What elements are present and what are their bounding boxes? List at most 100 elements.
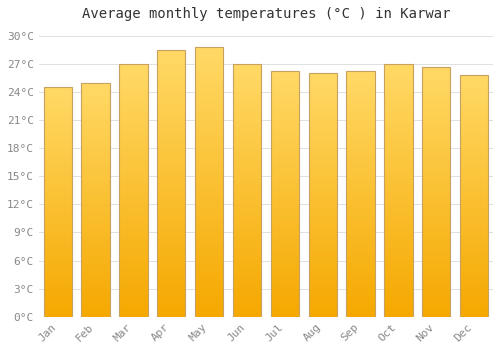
- Bar: [195, 193, 224, 194]
- Bar: [346, 284, 375, 285]
- Bar: [157, 297, 186, 298]
- Bar: [119, 256, 148, 257]
- Bar: [308, 141, 337, 142]
- Bar: [44, 297, 72, 299]
- Bar: [384, 112, 412, 113]
- Bar: [346, 157, 375, 159]
- Bar: [157, 51, 186, 52]
- Bar: [384, 85, 412, 86]
- Bar: [422, 283, 450, 284]
- Bar: [422, 267, 450, 268]
- Bar: [119, 90, 148, 92]
- Bar: [270, 271, 299, 273]
- Bar: [82, 146, 110, 147]
- Bar: [270, 263, 299, 264]
- Bar: [308, 105, 337, 106]
- Bar: [157, 106, 186, 107]
- Bar: [460, 282, 488, 283]
- Bar: [157, 225, 186, 226]
- Bar: [270, 229, 299, 230]
- Bar: [82, 176, 110, 177]
- Bar: [384, 298, 412, 299]
- Bar: [119, 231, 148, 232]
- Bar: [44, 239, 72, 240]
- Bar: [346, 271, 375, 273]
- Bar: [422, 136, 450, 138]
- Bar: [233, 199, 261, 201]
- Bar: [233, 100, 261, 102]
- Bar: [195, 163, 224, 164]
- Bar: [308, 295, 337, 296]
- Bar: [233, 203, 261, 204]
- Bar: [44, 212, 72, 214]
- Bar: [308, 136, 337, 138]
- Bar: [157, 243, 186, 245]
- Bar: [270, 231, 299, 232]
- Bar: [82, 205, 110, 207]
- Bar: [157, 167, 186, 169]
- Bar: [270, 216, 299, 217]
- Bar: [82, 226, 110, 228]
- Bar: [119, 166, 148, 168]
- Bar: [157, 191, 186, 193]
- Bar: [460, 143, 488, 144]
- Bar: [460, 214, 488, 215]
- Bar: [195, 98, 224, 99]
- Bar: [82, 296, 110, 297]
- Bar: [422, 66, 450, 317]
- Bar: [346, 90, 375, 91]
- Bar: [308, 238, 337, 239]
- Bar: [233, 154, 261, 155]
- Bar: [270, 164, 299, 166]
- Bar: [460, 314, 488, 316]
- Bar: [233, 121, 261, 122]
- Bar: [460, 225, 488, 226]
- Bar: [233, 314, 261, 316]
- Bar: [195, 245, 224, 247]
- Bar: [233, 142, 261, 144]
- Bar: [422, 210, 450, 212]
- Bar: [44, 275, 72, 276]
- Bar: [195, 304, 224, 306]
- Bar: [384, 283, 412, 284]
- Bar: [308, 261, 337, 262]
- Bar: [346, 145, 375, 146]
- Bar: [119, 289, 148, 290]
- Bar: [422, 70, 450, 72]
- Bar: [384, 121, 412, 122]
- Bar: [195, 58, 224, 59]
- Bar: [422, 301, 450, 302]
- Bar: [195, 156, 224, 158]
- Bar: [270, 146, 299, 147]
- Bar: [119, 204, 148, 205]
- Bar: [460, 243, 488, 244]
- Bar: [44, 170, 72, 171]
- Bar: [422, 174, 450, 175]
- Bar: [270, 183, 299, 184]
- Bar: [346, 124, 375, 125]
- Bar: [195, 86, 224, 88]
- Bar: [82, 263, 110, 264]
- Bar: [460, 115, 488, 116]
- Bar: [44, 238, 72, 239]
- Bar: [82, 130, 110, 131]
- Bar: [82, 121, 110, 122]
- Bar: [44, 166, 72, 168]
- Bar: [119, 217, 148, 218]
- Bar: [195, 299, 224, 301]
- Bar: [422, 218, 450, 219]
- Bar: [119, 232, 148, 233]
- Bar: [384, 122, 412, 123]
- Bar: [82, 177, 110, 178]
- Bar: [82, 214, 110, 215]
- Bar: [460, 148, 488, 149]
- Bar: [195, 275, 224, 276]
- Bar: [270, 104, 299, 106]
- Bar: [460, 221, 488, 223]
- Bar: [422, 313, 450, 314]
- Bar: [346, 236, 375, 237]
- Bar: [384, 230, 412, 231]
- Bar: [44, 232, 72, 233]
- Bar: [157, 92, 186, 94]
- Bar: [308, 73, 337, 317]
